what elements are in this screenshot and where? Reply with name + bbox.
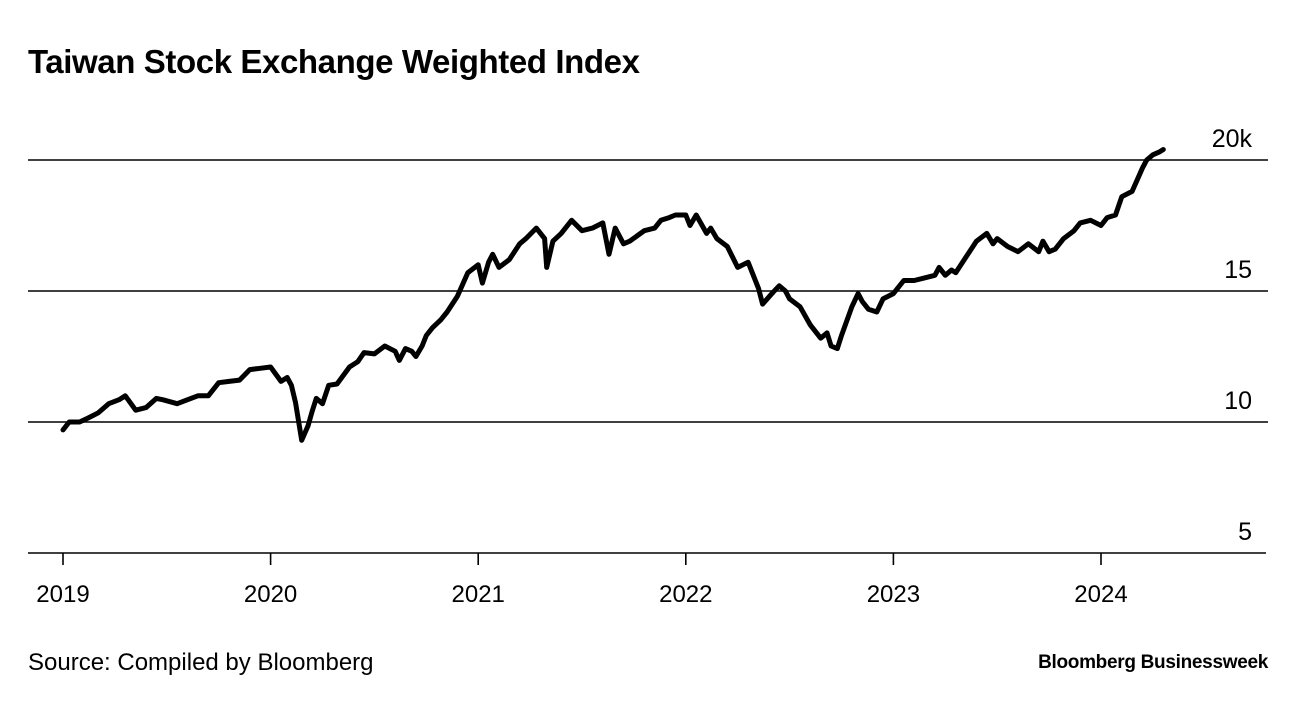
source-note: Source: Compiled by Bloomberg	[28, 649, 374, 676]
x-tick-label-2020: 2020	[244, 581, 297, 608]
y-tick-label-15: 15	[1224, 256, 1252, 284]
series-layer	[60, 147, 1166, 443]
y-tick-label-20k: 20k	[1212, 125, 1253, 153]
y-tick-label-10: 10	[1224, 387, 1252, 415]
x-tick-label-2023: 2023	[867, 581, 920, 608]
y-tick-label-5: 5	[1238, 518, 1252, 546]
series-line-0	[60, 147, 1166, 443]
gridlines	[28, 159, 1268, 423]
brand-logo: Bloomberg Businessweek	[1038, 652, 1268, 673]
x-tick-label-2024: 2024	[1074, 581, 1127, 608]
x-tick-label-2019: 2019	[36, 581, 89, 608]
x-tick-label-2021: 2021	[452, 581, 505, 608]
y-tick-labels: 5 10 15 20k	[1212, 125, 1253, 546]
x-axis: 2019 2020 2021 2022 2023 2024	[28, 552, 1266, 608]
chart-title: Taiwan Stock Exchange Weighted Index	[28, 43, 640, 80]
x-tick-label-2022: 2022	[659, 581, 712, 608]
